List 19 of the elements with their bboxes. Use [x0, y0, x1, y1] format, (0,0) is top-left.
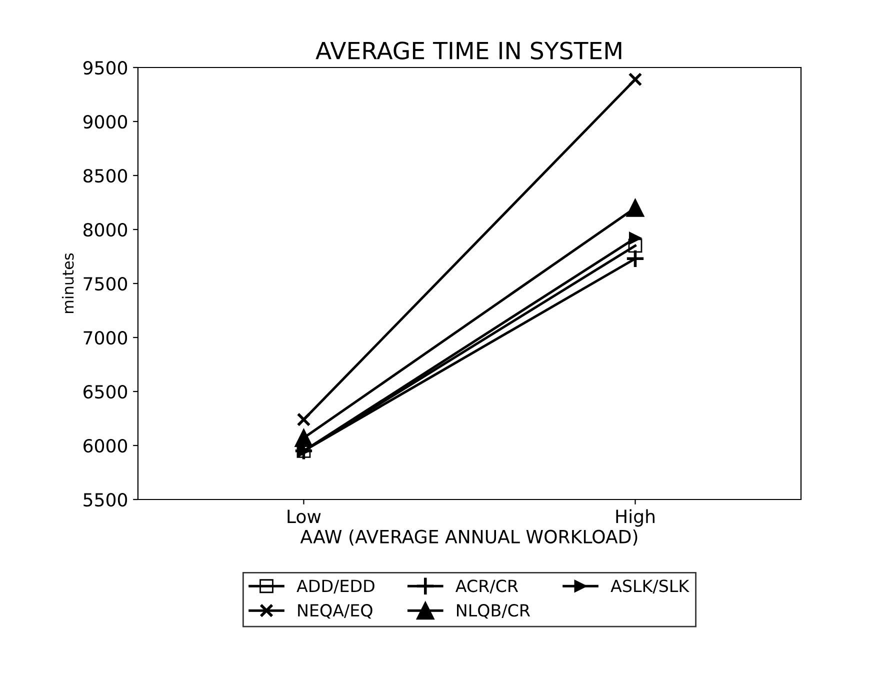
- chart-title: AVERAGE TIME IN SYSTEM: [316, 42, 622, 60]
- legend-label: NEQA/EQ: [298, 604, 372, 619]
- y-tick-label: 9000: [83, 114, 128, 129]
- legend-label: ACR/CR: [456, 580, 518, 594]
- legend-label: ASLK/SLK: [610, 580, 690, 594]
- legend-label: ADD/EDD: [296, 580, 374, 594]
- y-tick-label: 8500: [84, 168, 128, 183]
- y-tick-label: 9500: [83, 60, 128, 75]
- y-tick-label: 8000: [84, 222, 128, 237]
- x-tick-label: High: [616, 509, 654, 527]
- legend-label: NLQB/CR: [457, 604, 530, 619]
- x-tick-label: Low: [288, 510, 321, 524]
- y-axis-title: minutes: [62, 253, 74, 314]
- x-axis-title: AAW (AVERAGE ANNUAL WORKLOAD): [300, 529, 638, 546]
- y-tick-label: 6500: [84, 384, 128, 399]
- y-tick-label: 7500: [84, 276, 128, 291]
- y-tick-label: 6000: [84, 438, 128, 453]
- y-tick-label: 7000: [84, 330, 128, 345]
- y-tick-label: 5500: [84, 492, 128, 507]
